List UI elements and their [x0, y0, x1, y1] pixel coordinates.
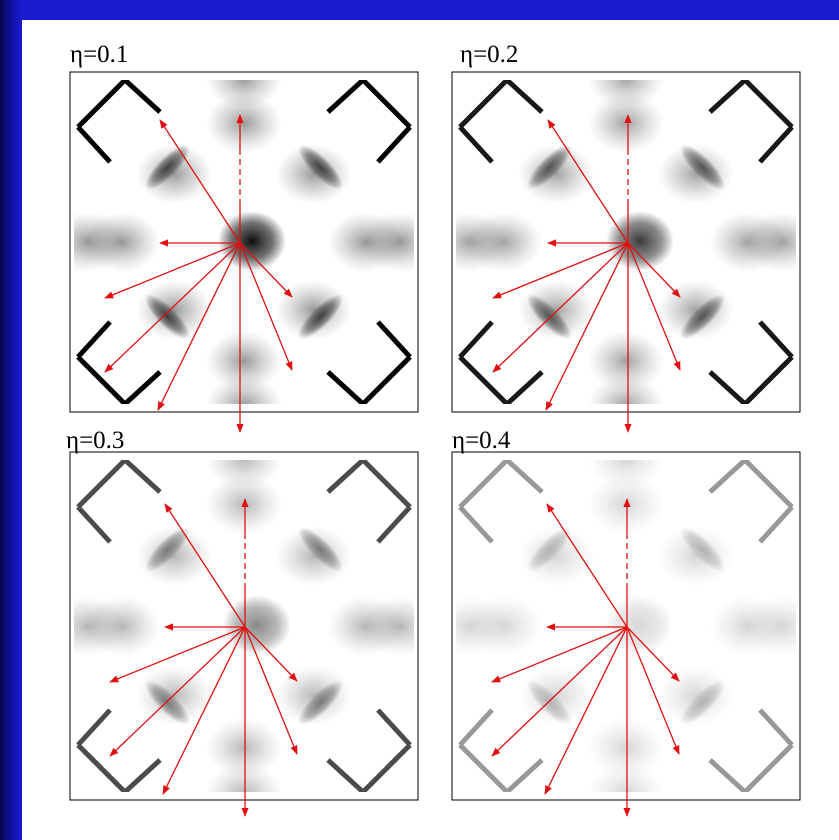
lobe: [456, 596, 508, 656]
arrow: [491, 626, 628, 683]
panel-label: η=0.1: [70, 41, 129, 68]
arrow: [104, 242, 241, 299]
lobe: [456, 212, 508, 272]
arrow: [626, 626, 680, 755]
arrow: [544, 626, 628, 795]
corner-edge: [458, 320, 544, 404]
corner-edge: [326, 320, 412, 404]
arrow: [157, 242, 241, 411]
panel-label: η=0.2: [460, 41, 519, 68]
arrow: [239, 242, 293, 298]
lobe: [362, 212, 414, 272]
center-blob: [223, 595, 291, 655]
arrow: [164, 503, 246, 628]
panel: [69, 71, 419, 433]
lobe: [206, 717, 282, 778]
corner-edge: [458, 80, 544, 164]
panel-label: η=0.4: [452, 427, 511, 454]
arrow: [244, 626, 298, 682]
streak: [680, 294, 725, 340]
arrow: [109, 626, 246, 683]
arrow: [627, 242, 681, 371]
arrow: [109, 626, 246, 757]
streak: [527, 144, 572, 190]
corner-edge: [326, 460, 412, 544]
lobe: [744, 212, 796, 272]
streak: [145, 294, 190, 340]
arrow: [545, 242, 629, 411]
lobe: [588, 375, 664, 404]
pattern: [74, 80, 414, 404]
center-blob: [218, 211, 286, 271]
streak: [145, 527, 190, 572]
lobe: [744, 596, 796, 656]
lobe: [206, 375, 282, 404]
streak: [527, 680, 572, 725]
panel: [451, 71, 801, 433]
lobe: [588, 331, 664, 391]
center-blob: [606, 211, 674, 271]
arrow: [547, 119, 629, 244]
lobe: [74, 212, 126, 272]
panel: [69, 451, 419, 817]
arrow: [492, 242, 629, 299]
arrow: [159, 119, 241, 244]
streak: [145, 680, 190, 725]
lobe: [588, 460, 664, 489]
lobe: [206, 460, 282, 489]
panel-label: η=0.3: [66, 427, 125, 454]
lobe: [206, 93, 282, 153]
arrow: [239, 242, 293, 371]
arrow: [104, 242, 241, 373]
corner-edge: [326, 708, 412, 792]
arrow: [546, 503, 628, 628]
lobe: [206, 331, 282, 391]
streak: [298, 294, 343, 340]
lobe: [588, 763, 664, 792]
streak: [298, 680, 343, 725]
corner-edge: [326, 80, 412, 164]
corner-edge: [708, 80, 794, 164]
streak: [298, 527, 343, 572]
center-blob: [605, 595, 673, 655]
corner-edge: [708, 460, 794, 544]
corner-edge: [458, 460, 544, 544]
corner-edge: [76, 320, 162, 404]
corner-edge: [76, 460, 162, 544]
arrow: [492, 242, 629, 373]
corner-edge: [708, 708, 794, 792]
lobe: [206, 80, 282, 109]
streak: [527, 527, 572, 572]
lobe: [74, 596, 126, 656]
arrow: [162, 626, 246, 795]
arrow: [627, 242, 681, 298]
arrow: [491, 626, 628, 757]
streak: [527, 294, 572, 340]
lobe: [588, 717, 664, 778]
corner-edge: [708, 320, 794, 404]
corner-edge: [458, 708, 544, 792]
lobe: [362, 596, 414, 656]
corner-edge: [76, 80, 162, 164]
panel: [451, 451, 801, 817]
pattern: [74, 460, 414, 792]
arrow: [244, 626, 298, 755]
streak: [680, 144, 725, 190]
streak: [298, 144, 343, 190]
streak: [680, 527, 725, 572]
lobe: [206, 763, 282, 792]
pattern: [456, 80, 796, 404]
corner-edge: [76, 708, 162, 792]
lobe: [588, 80, 664, 109]
arrow: [626, 626, 680, 682]
streak: [145, 144, 190, 190]
streak: [680, 680, 725, 725]
